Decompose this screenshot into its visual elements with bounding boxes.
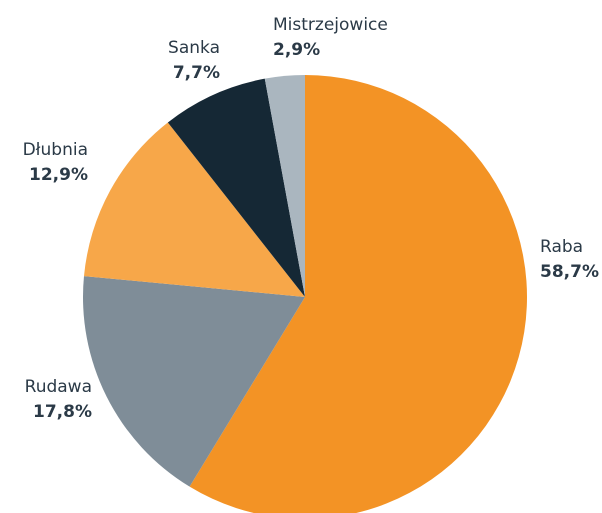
slice-value-label: 12,9% xyxy=(29,165,88,185)
pie-slice xyxy=(83,122,305,297)
slice-label: Rudawa xyxy=(25,377,92,397)
pie-slice xyxy=(264,75,305,297)
slice-value-label: 2,9% xyxy=(273,40,320,60)
slice-label: Dłubnia xyxy=(23,140,88,160)
pie-slice xyxy=(189,75,527,513)
pie-slice xyxy=(167,78,305,297)
slice-value-label: 7,7% xyxy=(173,63,220,83)
pie-slice xyxy=(83,276,305,487)
slice-value-label: 17,8% xyxy=(33,402,92,422)
slice-label: Mistrzejowice xyxy=(273,15,388,35)
slice-label: Sanka xyxy=(168,38,220,58)
slice-label: Raba xyxy=(540,237,583,257)
slice-value-label: 58,7% xyxy=(540,262,599,282)
